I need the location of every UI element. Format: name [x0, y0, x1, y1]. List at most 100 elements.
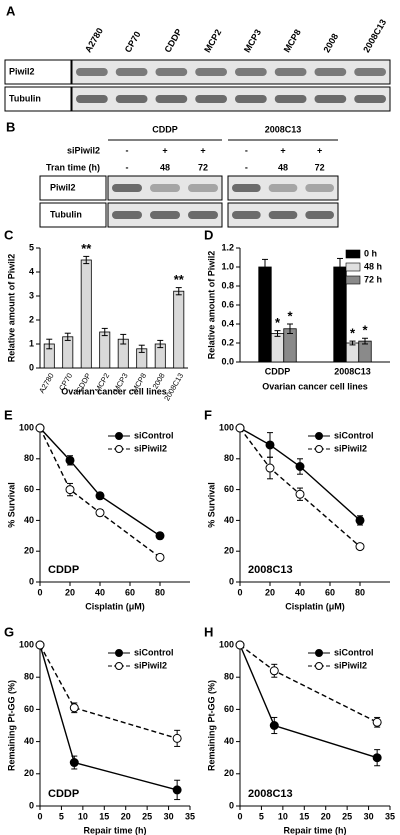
legend-label: siPiwil2	[134, 443, 167, 453]
panel-label: A	[6, 3, 16, 18]
bar	[173, 290, 185, 369]
x-tick-label: A2780	[37, 371, 56, 394]
legend-label: siPiwil2	[334, 443, 367, 453]
bar	[62, 336, 74, 369]
panel-label: D	[204, 227, 213, 242]
sipiwil2-mark: +	[162, 145, 167, 155]
data-point	[65, 455, 75, 465]
y-tick-label: 60	[224, 484, 234, 494]
data-point	[355, 542, 365, 552]
lane-label: CDDP	[163, 27, 184, 54]
annotation: *	[287, 308, 293, 323]
legend-label: siControl	[134, 647, 174, 657]
lane-label: 2008	[322, 32, 341, 54]
blot-band	[305, 184, 334, 192]
legend-label: siControl	[334, 647, 374, 657]
y-tick-label: 40	[24, 736, 34, 746]
row-label: Tubulin	[50, 209, 82, 219]
row-label: Piwil2	[50, 182, 76, 192]
tran-time: 72	[315, 162, 325, 172]
x-axis-label: Ovarian cancer cell lines	[262, 381, 368, 391]
data-point	[155, 531, 165, 541]
panel-label: B	[6, 119, 15, 134]
y-tick-label: 100	[219, 639, 234, 649]
y-axis-label: % Survival	[206, 482, 216, 528]
x-axis-label: Cisplatin (μM)	[85, 601, 145, 611]
lane-label: A2780	[83, 26, 105, 54]
lane-label: MCP8	[282, 28, 303, 55]
x-tick-label: CDDP	[265, 366, 291, 376]
y-tick-label: 100	[19, 422, 34, 432]
y-tick-label: 4	[29, 266, 34, 276]
legend-swatch	[345, 249, 361, 259]
x-tick-label: 5	[259, 811, 264, 821]
legend-label: siPiwil2	[134, 660, 167, 670]
blot-band	[188, 211, 218, 219]
data-point	[69, 703, 79, 713]
x-tick-label: 60	[325, 587, 335, 597]
annotation: *	[362, 323, 368, 338]
error-bar	[349, 340, 356, 346]
legend-marker	[115, 445, 123, 453]
row-label: Tubulin	[9, 93, 41, 103]
data-point	[265, 440, 275, 450]
y-axis-label: Remaining Pt-GG (%)	[6, 680, 16, 771]
blot-band	[274, 95, 307, 103]
blot-band	[195, 68, 227, 76]
y-tick-label: 20	[24, 546, 34, 556]
y-tick-label: 1	[29, 338, 34, 348]
y-tick-label: 40	[24, 515, 34, 525]
blot-band	[314, 68, 347, 76]
y-tick-label: 40	[224, 515, 234, 525]
blot-band	[268, 211, 298, 219]
blot-band	[112, 184, 142, 192]
legend-marker	[315, 432, 323, 440]
legend-marker	[115, 662, 123, 670]
x-axis-label: Repair time (h)	[83, 825, 146, 835]
error-bar	[262, 258, 268, 276]
blot-band	[195, 95, 227, 103]
tran-time: 48	[160, 162, 170, 172]
sipiwil2-mark: +	[317, 145, 322, 155]
group-label: 2008C13	[265, 124, 302, 134]
tran-time: -	[126, 162, 129, 172]
x-tick-label: 30	[164, 811, 174, 821]
blot-band	[268, 184, 298, 192]
blot-band	[314, 95, 347, 103]
blot-band	[155, 95, 188, 103]
sipiwil2-mark: -	[245, 145, 248, 155]
x-tick-label: 35	[385, 811, 395, 821]
error-bar	[175, 287, 182, 296]
data-point	[235, 640, 245, 650]
error-bar	[274, 330, 281, 337]
bar	[258, 266, 272, 363]
data-point	[95, 508, 105, 518]
blot-band	[150, 184, 180, 192]
lane-label: CP70	[123, 30, 143, 54]
y-tick-label: 80	[24, 672, 34, 682]
legend-marker	[115, 649, 123, 657]
x-tick-label: 30	[364, 811, 374, 821]
annotation: **	[81, 241, 92, 256]
lane-label: 2008C13	[361, 18, 388, 55]
legend-marker	[315, 445, 323, 453]
x-tick-label: 0	[37, 811, 42, 821]
bar	[80, 259, 92, 369]
x-tick-label: 10	[278, 811, 288, 821]
y-tick-label: 0	[29, 362, 34, 372]
blot-band	[232, 211, 261, 219]
data-point	[372, 717, 382, 727]
bar	[333, 266, 347, 363]
y-tick-label: 0.6	[221, 299, 234, 309]
series-line	[239, 427, 361, 521]
legend-label: siPiwil2	[334, 660, 367, 670]
data-point	[69, 758, 79, 768]
blot-band	[115, 68, 148, 76]
bar	[345, 342, 360, 363]
error-bar	[64, 332, 71, 341]
y-tick-label: 0	[29, 576, 34, 586]
lane-label: MCP3	[242, 28, 263, 55]
y-tick-label: 60	[224, 704, 234, 714]
